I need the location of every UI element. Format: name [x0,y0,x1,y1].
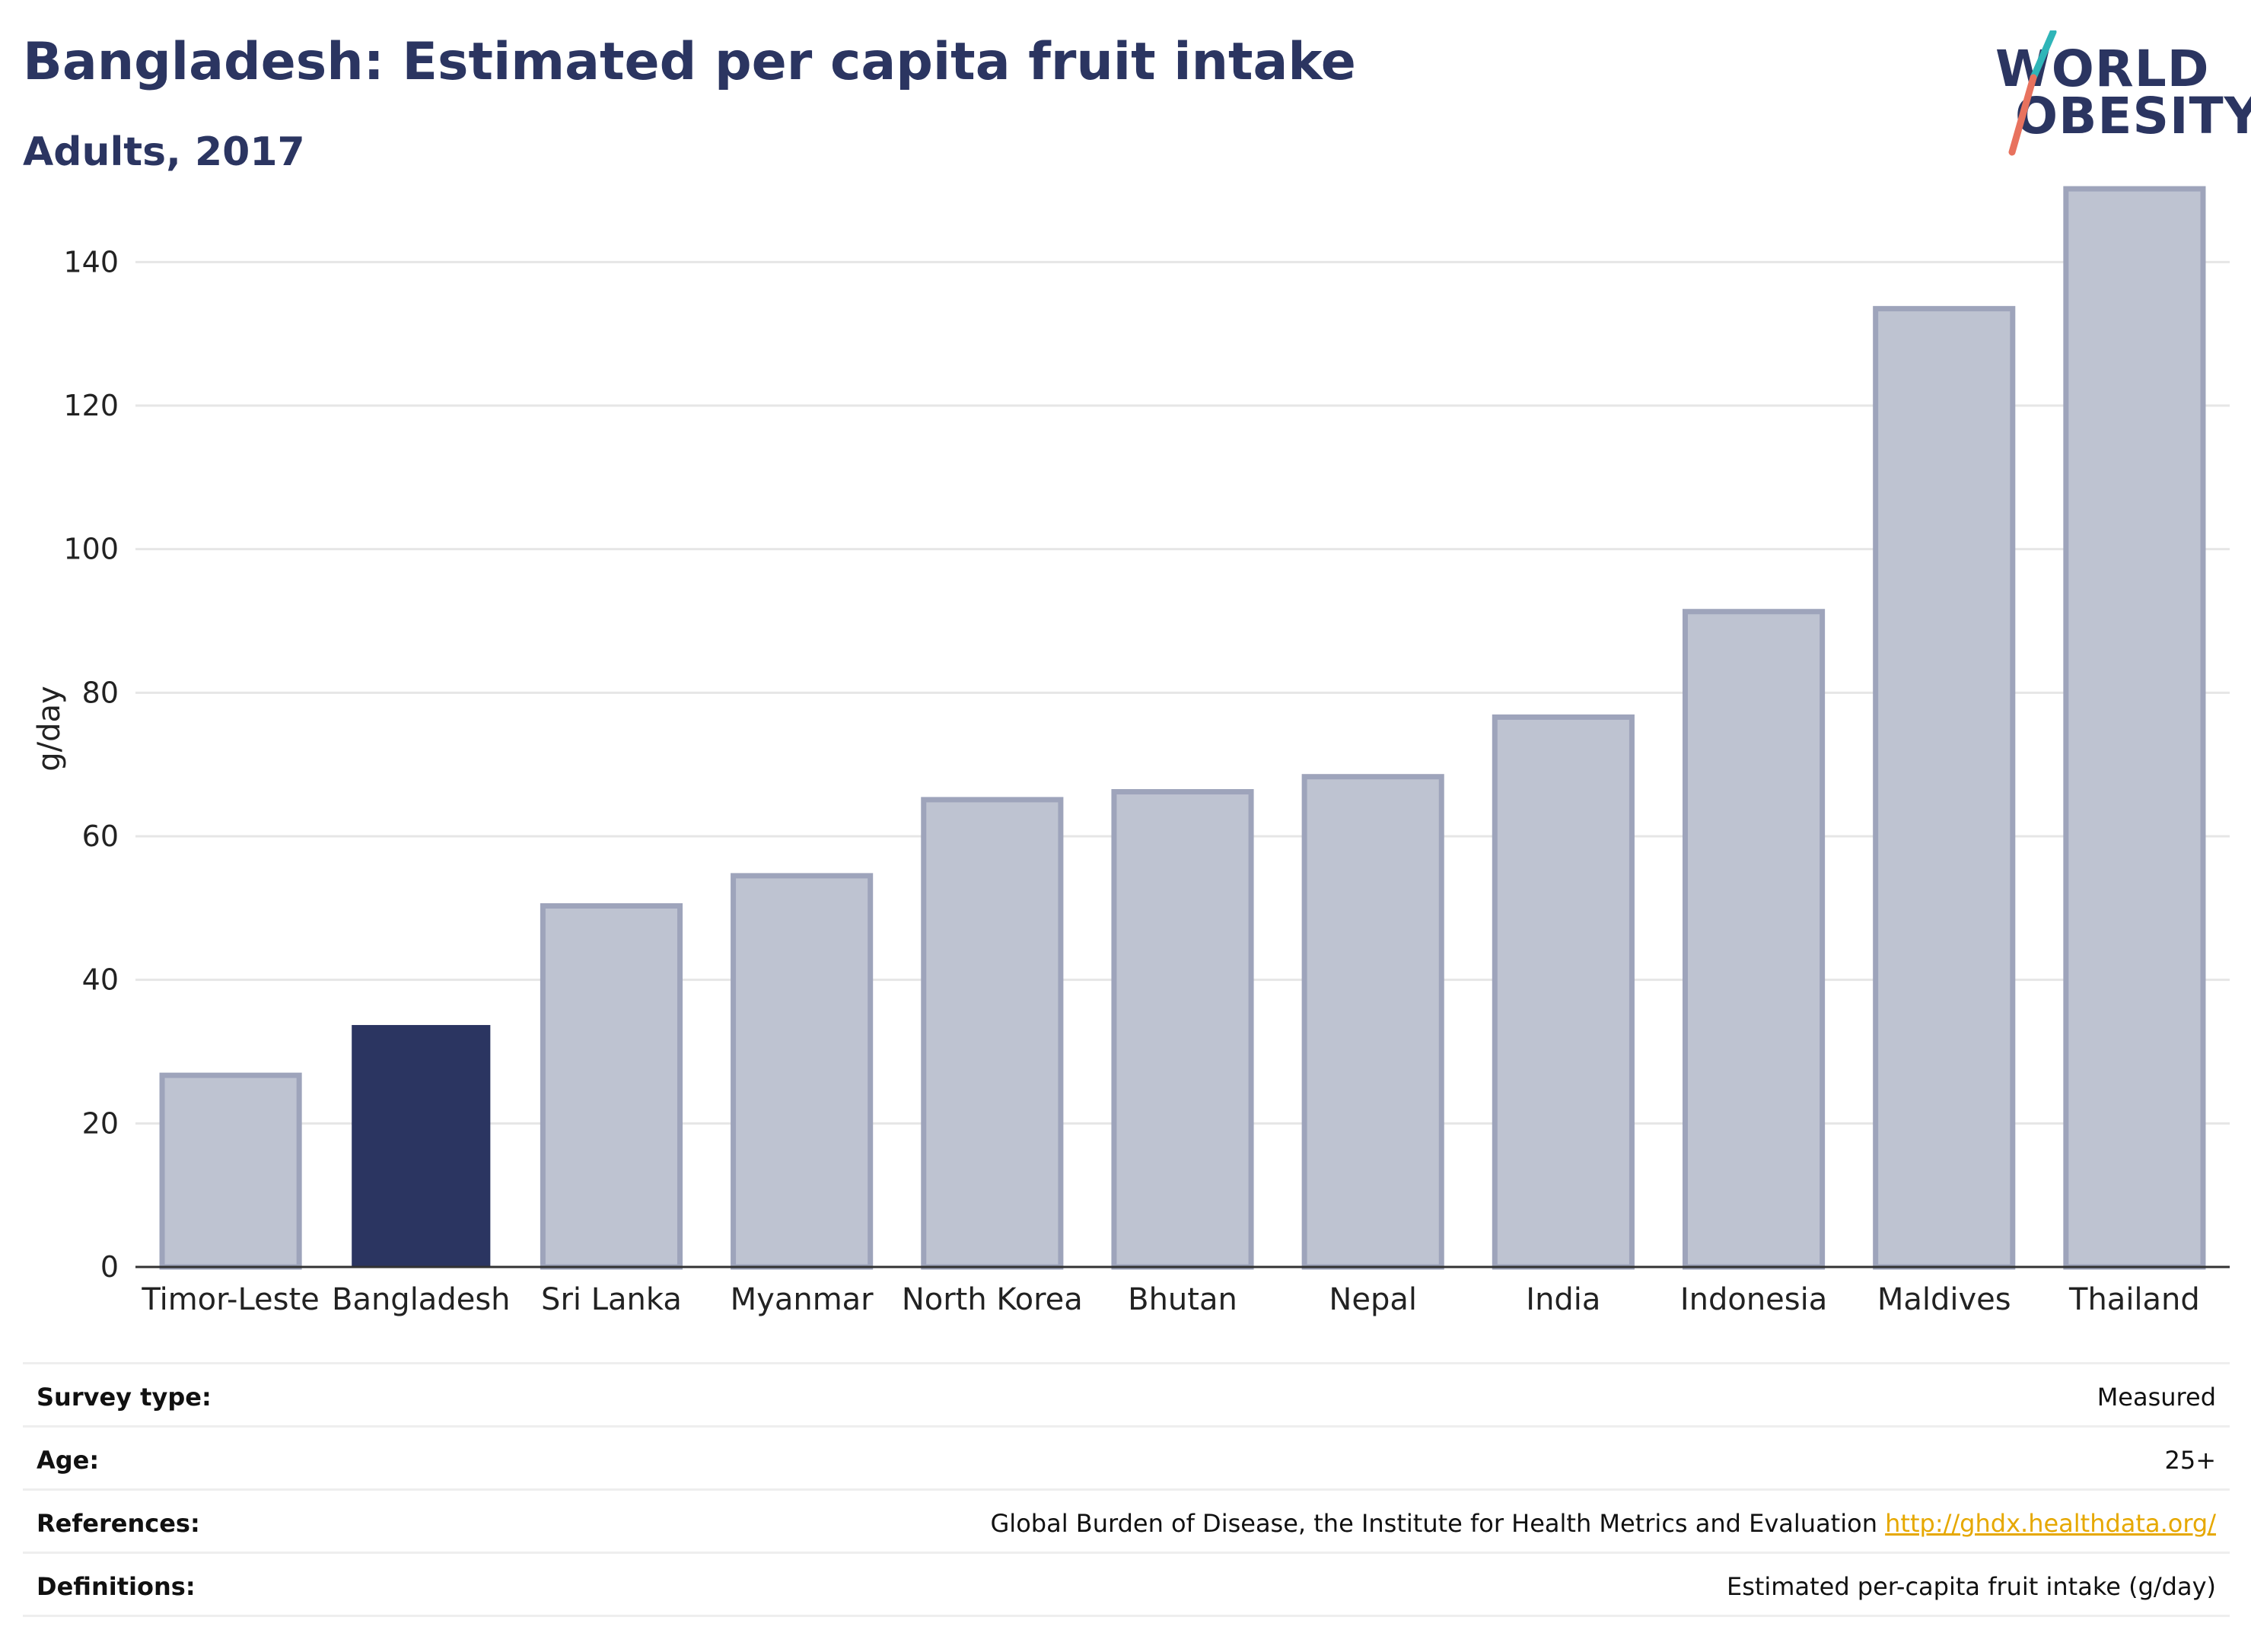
meta-row-age: Age: 25+ [23,1425,2230,1490]
y-tick-label: 20 [82,1106,119,1140]
meta-row-definitions: Definitions: Estimated per-capita fruit … [23,1552,2230,1616]
logo-line-2: OBESITY [2015,87,2251,145]
x-tick-label: Nepal [1329,1282,1417,1317]
bar-bhutan[interactable] [1111,789,1254,1270]
meta-bottom-divider [23,1615,2230,1617]
x-tick-label: Indonesia [1680,1282,1827,1317]
y-tick-label: 80 [82,676,119,709]
y-tick-labels: 0 20 40 60 80 100 120 140 [63,245,119,1284]
bar-india[interactable] [1492,714,1635,1270]
y-tick-label: 40 [82,963,119,997]
y-tick-label: 60 [82,820,119,853]
bar-bangladesh[interactable] [352,1025,491,1268]
y-tick-label: 120 [63,389,119,422]
bar-north-korea[interactable] [921,797,1064,1270]
bar-chart: 0 20 40 60 80 100 120 140 Timor-Leste Bangladesh… [32,186,2230,1317]
bar-thailand[interactable] [2063,186,2206,1270]
y-axis-label: g/day [32,686,67,771]
chart-subtitle: Adults, 2017 [23,129,305,175]
references-link[interactable]: http://ghdx.healthdata.org/ [1885,1509,2216,1538]
x-tick-label: Maldives [1877,1282,2011,1317]
bar-sri-lanka[interactable] [540,903,683,1270]
x-tick-label: North Korea [902,1282,1083,1317]
bars [159,186,2206,1270]
definitions-label: Definitions: [37,1572,196,1601]
references-label: References: [37,1509,200,1538]
bar-timor-leste[interactable] [159,1072,302,1270]
x-tick-label: Myanmar [731,1282,874,1317]
world-obesity-logo: WORLD OBESITY [1979,30,2251,160]
references-value: Global Burden of Disease, the Institute … [991,1509,2217,1538]
meta-row-survey-type: Survey type: Measured [23,1362,2230,1427]
x-tick-label: Bhutan [1128,1282,1237,1317]
y-tick-label: 0 [100,1250,119,1284]
survey-type-label: Survey type: [37,1383,212,1412]
x-tick-label: Thailand [2068,1282,2200,1317]
x-tick-label: Sri Lanka [541,1282,682,1317]
references-text: Global Burden of Disease, the Institute … [990,1509,1877,1538]
bar-myanmar[interactable] [731,873,874,1270]
bar-maldives[interactable] [1873,306,2016,1270]
x-tick-label: Bangladesh [332,1282,511,1317]
survey-type-value: Measured [2097,1383,2216,1412]
x-tick-label: Timor-Leste [141,1282,319,1317]
definitions-value: Estimated per-capita fruit intake (g/day… [1726,1572,2216,1601]
age-label: Age: [37,1446,100,1475]
bar-indonesia[interactable] [1682,609,1826,1270]
age-value: 25+ [2164,1446,2216,1475]
x-tick-label: India [1526,1282,1600,1317]
bar-nepal[interactable] [1301,774,1444,1270]
y-tick-label: 100 [63,533,119,566]
x-tick-labels: Timor-Leste Bangladesh Sri Lanka Myanmar Nor… [141,1282,2199,1317]
meta-row-references: References: Global Burden of Disease, th… [23,1488,2230,1553]
logo-slash-icon [2008,30,2057,156]
chart-title: Bangladesh: Estimated per capita fruit i… [23,32,1356,92]
y-tick-label: 140 [63,245,119,279]
